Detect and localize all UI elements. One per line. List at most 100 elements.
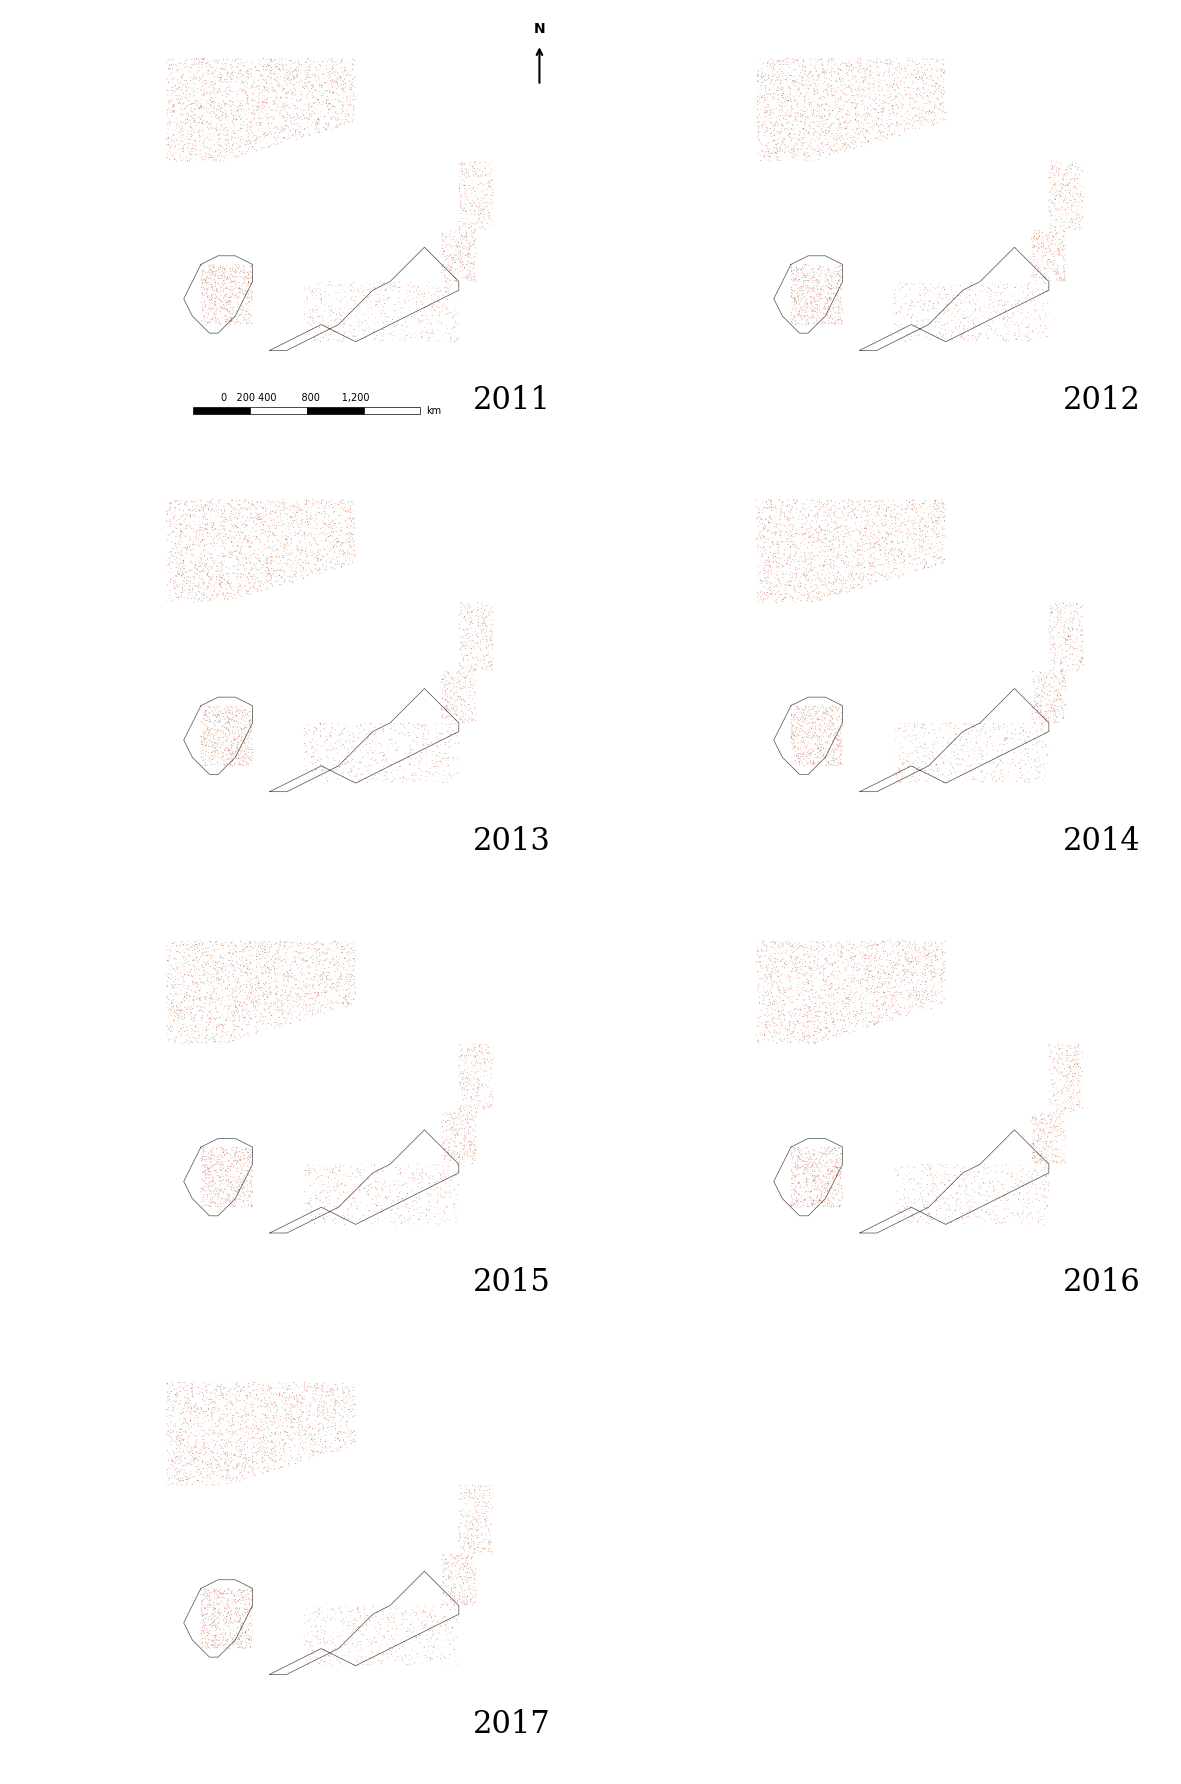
Point — [318, 312, 337, 341]
Point — [216, 974, 235, 1003]
Point — [280, 1381, 299, 1409]
Point — [913, 111, 932, 139]
Point — [927, 749, 946, 778]
Point — [242, 1165, 261, 1193]
Point — [463, 621, 482, 649]
Point — [187, 1028, 205, 1056]
Point — [240, 1160, 259, 1188]
Point — [792, 255, 811, 284]
Point — [809, 1161, 828, 1190]
Point — [281, 978, 300, 1006]
Point — [441, 662, 459, 690]
Point — [250, 512, 269, 541]
Point — [481, 1044, 500, 1072]
Point — [482, 166, 501, 194]
Point — [813, 103, 831, 132]
Point — [337, 947, 355, 976]
Point — [863, 963, 882, 992]
Point — [214, 262, 233, 291]
Point — [855, 981, 874, 1010]
Point — [446, 1208, 465, 1236]
Point — [176, 994, 195, 1022]
Point — [1039, 264, 1058, 293]
Point — [391, 1161, 410, 1190]
Point — [833, 947, 852, 976]
Point — [259, 1372, 278, 1400]
Point — [282, 1406, 301, 1434]
Point — [926, 507, 945, 535]
Point — [240, 1161, 259, 1190]
Point — [748, 938, 766, 967]
Point — [909, 765, 928, 794]
Point — [866, 95, 885, 123]
Point — [1032, 1179, 1051, 1208]
Point — [229, 1399, 248, 1427]
Point — [843, 953, 862, 981]
Point — [183, 933, 202, 962]
Point — [213, 526, 231, 555]
Point — [826, 715, 844, 744]
Point — [304, 733, 322, 762]
Point — [789, 141, 808, 169]
Point — [818, 1152, 837, 1181]
Point — [849, 549, 868, 578]
Point — [829, 303, 848, 332]
Point — [371, 1208, 390, 1236]
Point — [971, 733, 990, 762]
Point — [464, 218, 483, 246]
Point — [366, 1615, 385, 1643]
Point — [189, 45, 208, 73]
Point — [178, 981, 197, 1010]
Point — [805, 532, 824, 560]
Point — [321, 731, 340, 760]
Point — [1051, 259, 1070, 287]
Point — [921, 87, 940, 116]
Point — [998, 730, 1017, 758]
Point — [855, 105, 874, 134]
Point — [307, 296, 326, 325]
Point — [429, 1618, 448, 1647]
Point — [824, 1158, 843, 1186]
Point — [942, 749, 961, 778]
Point — [196, 751, 215, 780]
Point — [752, 524, 771, 553]
Point — [332, 938, 351, 967]
Point — [233, 1436, 252, 1465]
Point — [360, 1176, 379, 1204]
Point — [331, 1597, 350, 1625]
Point — [912, 282, 931, 310]
Point — [926, 494, 945, 523]
Point — [234, 516, 253, 544]
Point — [319, 944, 338, 972]
Point — [257, 100, 276, 128]
Point — [321, 300, 340, 328]
Point — [202, 564, 221, 592]
Point — [971, 287, 990, 316]
Point — [866, 557, 885, 585]
Point — [415, 1611, 433, 1639]
Point — [342, 294, 361, 323]
Point — [886, 289, 905, 318]
Point — [798, 103, 817, 132]
Point — [213, 564, 231, 592]
Point — [305, 48, 324, 77]
Point — [214, 46, 233, 75]
Point — [236, 111, 255, 139]
Point — [860, 507, 879, 535]
Point — [1037, 277, 1056, 305]
Point — [230, 1145, 249, 1174]
Point — [807, 1161, 826, 1190]
Point — [170, 1377, 189, 1406]
Point — [472, 1522, 491, 1550]
Point — [1052, 655, 1071, 683]
Point — [200, 717, 218, 746]
Point — [451, 207, 470, 235]
Point — [761, 539, 779, 567]
Point — [240, 1400, 259, 1429]
Point — [333, 719, 352, 747]
Point — [900, 710, 919, 739]
Point — [188, 953, 207, 981]
Point — [802, 96, 821, 125]
Point — [472, 1070, 491, 1099]
Point — [815, 309, 834, 337]
